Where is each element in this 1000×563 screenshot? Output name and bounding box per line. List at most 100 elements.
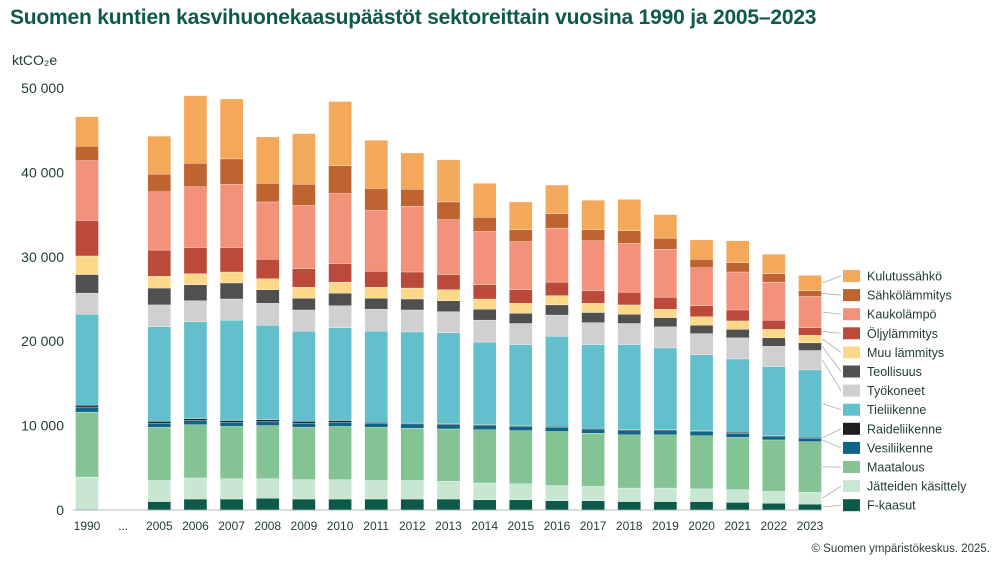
- bar-segment: [292, 268, 316, 288]
- bar-segment: [183, 247, 208, 274]
- bar-segment: [75, 292, 99, 315]
- legend-label: Vesiliikenne: [867, 441, 933, 455]
- bar-segment: [689, 325, 714, 334]
- bar-segment: [75, 116, 99, 147]
- bar-segment: [436, 300, 461, 312]
- legend-connector-line: [822, 485, 842, 499]
- bar-segment: [364, 287, 388, 299]
- bar-segment: [183, 284, 208, 301]
- bar-segment: [472, 319, 497, 343]
- x-axis-labels: 1990... 2005 2006 2007 2008 2009 2010 2011 2012 2…: [74, 519, 824, 533]
- bar-segment: [147, 135, 171, 175]
- x-tick-label: 2008: [254, 519, 281, 533]
- bar-segment: [581, 486, 605, 501]
- x-tick-label: 2019: [652, 519, 679, 533]
- bar-segment: [436, 481, 461, 500]
- x-tick-label: 2012: [399, 519, 426, 533]
- bar-segment: [147, 191, 171, 251]
- legend-connector-line: [822, 331, 842, 334]
- bar-segment: [183, 477, 208, 500]
- bar-segment: [364, 210, 388, 272]
- bar-segment: [689, 431, 714, 436]
- legend-label: Sähkölämmitys: [867, 289, 952, 303]
- bar-segment: [400, 480, 425, 500]
- bar-segment: [472, 425, 497, 430]
- legend-connector-line: [822, 346, 842, 372]
- bar-segment: [256, 419, 280, 422]
- x-tick-label: ...: [118, 519, 128, 533]
- legend-label: Maatalous: [867, 461, 925, 475]
- legend-connector-line: [822, 293, 842, 296]
- bar-segment: [726, 358, 750, 433]
- bar-segment: [219, 478, 244, 500]
- bar-segment: [436, 311, 461, 333]
- bar-segment: [436, 498, 461, 511]
- bar-segment: [147, 480, 171, 502]
- y-tick-label: 30 000: [21, 249, 64, 265]
- bar-segment: [798, 441, 822, 493]
- bar-segment: [798, 369, 822, 438]
- bar-segment: [545, 431, 569, 486]
- bar-segment: [798, 342, 822, 351]
- bar-segment: [689, 239, 714, 260]
- bar-segment: [509, 289, 533, 304]
- x-tick-label: 2018: [616, 519, 643, 533]
- bar-segment: [545, 500, 569, 511]
- bar-segment: [364, 330, 388, 423]
- bar-segment: [328, 498, 352, 511]
- bar-segment: [364, 427, 388, 481]
- x-tick-label: 2011: [363, 519, 389, 533]
- legend-connector-line: [822, 275, 842, 284]
- bar-segment: [256, 289, 280, 304]
- bar-segment: [256, 278, 280, 290]
- bar-segment: [581, 229, 605, 241]
- legend-swatch: [843, 461, 860, 473]
- bar-segment: [364, 270, 388, 288]
- bar-segment: [328, 479, 352, 500]
- y-axis-unit: ktCO₂e: [12, 52, 58, 68]
- bar-segment: [509, 499, 533, 511]
- bar-segment: [364, 308, 388, 332]
- bar-segment: [400, 331, 425, 424]
- bar-segment: [436, 332, 461, 425]
- bar-segment: [581, 290, 605, 304]
- bar-segment: [147, 422, 171, 428]
- bar-segment: [689, 435, 714, 490]
- bar-segment: [256, 259, 280, 279]
- bar-segment: [617, 344, 641, 430]
- bar-segment: [617, 430, 641, 436]
- bar-segment: [726, 262, 750, 273]
- bar-segment: [436, 219, 461, 275]
- bar-segment: [147, 427, 171, 481]
- bar-segment: [653, 430, 678, 436]
- legend: Kulutussähkö Sähkölämmitys Kaukolämpö Öljyl…: [822, 270, 967, 513]
- bar-segment: [762, 366, 786, 436]
- x-tick-label: 2023: [797, 519, 824, 533]
- bar-segment: [545, 184, 569, 214]
- bar-segment: [617, 243, 641, 293]
- legend-swatch: [843, 403, 860, 416]
- bar-segment: [617, 323, 641, 345]
- bar-segment: [509, 201, 533, 230]
- bar-segment: [617, 314, 641, 324]
- x-tick-label: 2022: [760, 519, 787, 533]
- bar-segment: [147, 287, 171, 306]
- legend-swatch: [843, 422, 860, 435]
- bar-segment: [400, 423, 425, 429]
- bar-segment: [509, 426, 533, 431]
- copyright-credit: © Suomen ympäristökeskus. 2025.: [811, 543, 990, 555]
- bar-segment: [436, 274, 461, 290]
- bar-segment: [762, 254, 786, 274]
- bar-segment: [292, 427, 316, 480]
- bar-segment: [472, 308, 497, 321]
- legend-label: Jätteiden käsittely: [867, 480, 967, 494]
- bar-segment: [581, 500, 605, 511]
- bar-segment: [762, 491, 786, 504]
- legend-label: Tieliikenne: [867, 403, 926, 417]
- bar-segment: [219, 420, 244, 423]
- bar-segment: [183, 424, 208, 479]
- bar-segment: [509, 323, 533, 345]
- bar-segment: [75, 405, 99, 408]
- bar-segment: [689, 354, 714, 431]
